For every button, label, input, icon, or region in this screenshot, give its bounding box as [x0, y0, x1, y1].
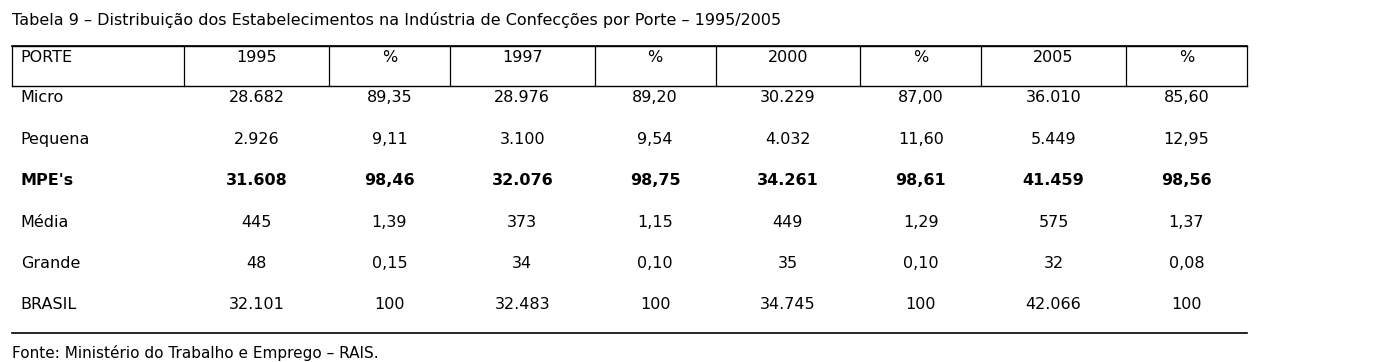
Text: 0,10: 0,10	[903, 256, 939, 271]
Text: 32.076: 32.076	[491, 173, 553, 188]
Text: 34.261: 34.261	[757, 173, 819, 188]
Text: Fonte: Ministério do Trabalho e Emprego – RAIS.: Fonte: Ministério do Trabalho e Emprego …	[12, 345, 379, 361]
Text: 98,56: 98,56	[1161, 173, 1212, 188]
Text: 1,37: 1,37	[1168, 215, 1204, 230]
Text: 449: 449	[772, 215, 803, 230]
Text: 32: 32	[1044, 256, 1063, 271]
Text: 87,00: 87,00	[898, 90, 943, 105]
Text: 2000: 2000	[768, 50, 808, 66]
Text: 85,60: 85,60	[1164, 90, 1209, 105]
Text: 42.066: 42.066	[1026, 298, 1081, 312]
Text: 32.483: 32.483	[495, 298, 550, 312]
Text: 89,20: 89,20	[632, 90, 678, 105]
Text: 100: 100	[640, 298, 670, 312]
Text: 89,35: 89,35	[367, 90, 412, 105]
Text: Grande: Grande	[21, 256, 80, 271]
Text: 11,60: 11,60	[898, 132, 943, 147]
Text: 34.745: 34.745	[760, 298, 816, 312]
Text: %: %	[648, 50, 663, 66]
Text: 1997: 1997	[502, 50, 542, 66]
Text: MPE's: MPE's	[21, 173, 74, 188]
Text: 0,10: 0,10	[637, 256, 673, 271]
Text: 35: 35	[778, 256, 798, 271]
Text: 34: 34	[512, 256, 532, 271]
Text: 1995: 1995	[236, 50, 277, 66]
Text: PORTE: PORTE	[21, 50, 73, 66]
Text: Micro: Micro	[21, 90, 63, 105]
Text: 9,11: 9,11	[371, 132, 407, 147]
Text: 1,39: 1,39	[372, 215, 407, 230]
Text: 100: 100	[906, 298, 936, 312]
Text: 98,61: 98,61	[895, 173, 946, 188]
Text: 373: 373	[507, 215, 538, 230]
Text: 2.926: 2.926	[234, 132, 280, 147]
Text: 3.100: 3.100	[499, 132, 545, 147]
Text: Tabela 9 – Distribuição dos Estabelecimentos na Indústria de Confecções por Port: Tabela 9 – Distribuição dos Estabelecime…	[12, 12, 782, 28]
Text: 100: 100	[1171, 298, 1201, 312]
Text: 28.976: 28.976	[494, 90, 550, 105]
Text: 575: 575	[1038, 215, 1069, 230]
Text: 30.229: 30.229	[760, 90, 816, 105]
Text: 98,75: 98,75	[630, 173, 680, 188]
Text: 1,15: 1,15	[637, 215, 673, 230]
Text: %: %	[913, 50, 928, 66]
Text: 5.449: 5.449	[1030, 132, 1077, 147]
Text: 36.010: 36.010	[1026, 90, 1081, 105]
Text: 28.682: 28.682	[229, 90, 284, 105]
Text: Pequena: Pequena	[21, 132, 90, 147]
Text: 48: 48	[247, 256, 268, 271]
Text: Média: Média	[21, 215, 69, 230]
Text: 1,29: 1,29	[903, 215, 939, 230]
Text: BRASIL: BRASIL	[21, 298, 77, 312]
Text: 0,08: 0,08	[1168, 256, 1204, 271]
Text: 0,15: 0,15	[372, 256, 407, 271]
Text: 32.101: 32.101	[229, 298, 284, 312]
Text: 31.608: 31.608	[226, 173, 288, 188]
Text: 100: 100	[374, 298, 404, 312]
Text: %: %	[1179, 50, 1194, 66]
Text: 41.459: 41.459	[1023, 173, 1084, 188]
Text: 12,95: 12,95	[1164, 132, 1209, 147]
Text: 445: 445	[241, 215, 272, 230]
Text: 2005: 2005	[1033, 50, 1074, 66]
Text: %: %	[382, 50, 397, 66]
Text: 98,46: 98,46	[364, 173, 415, 188]
Text: 9,54: 9,54	[637, 132, 673, 147]
Text: 4.032: 4.032	[765, 132, 811, 147]
